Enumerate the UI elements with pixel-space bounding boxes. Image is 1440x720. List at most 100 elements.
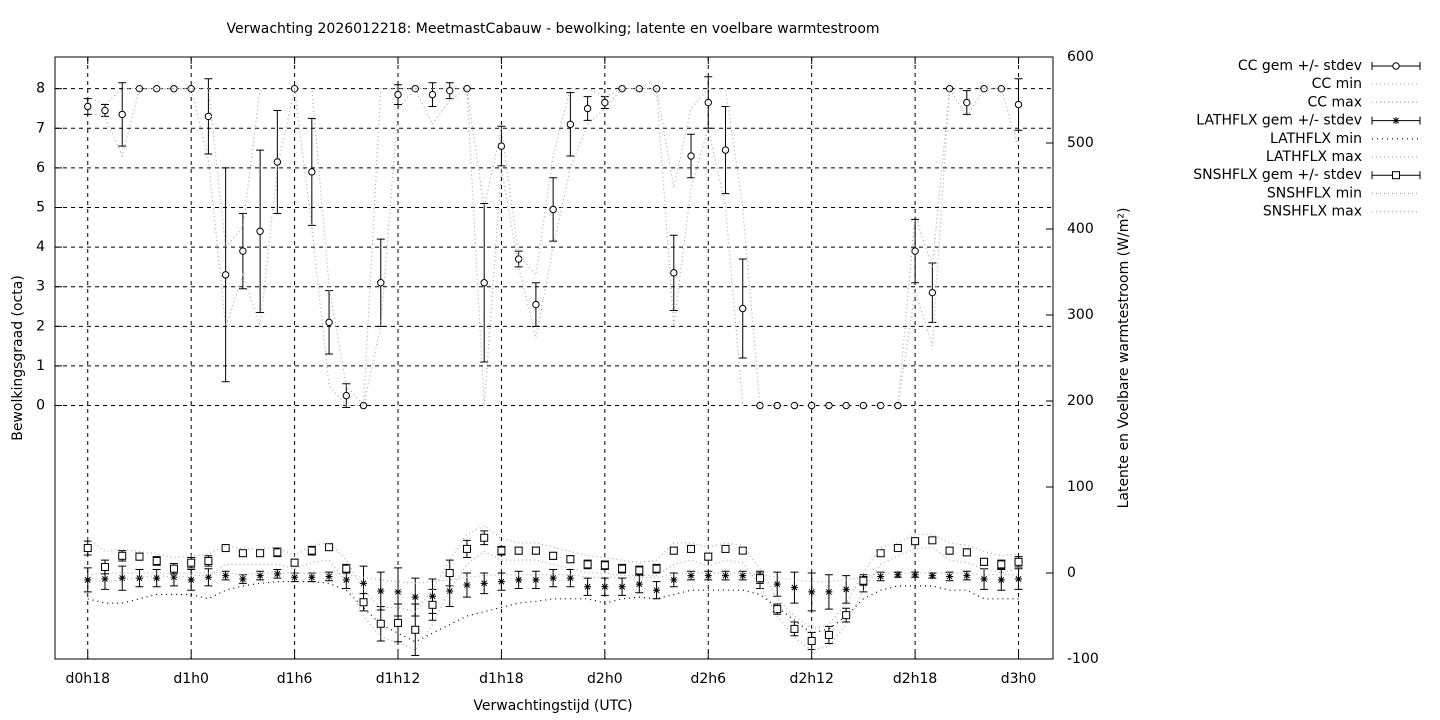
marker [739, 572, 747, 580]
legend-marker [1392, 117, 1400, 125]
y-axis-label: Bewolkingsgraad (octa) [10, 275, 26, 441]
marker [463, 84, 471, 93]
x-axis-label: Verwachtingstijd (UTC) [473, 698, 632, 714]
marker [721, 146, 730, 154]
marker [360, 579, 368, 587]
marker [773, 401, 781, 410]
marker [566, 120, 575, 129]
marker [204, 556, 213, 565]
marker [687, 572, 695, 580]
marker [83, 544, 92, 553]
marker [428, 600, 437, 609]
marker [997, 84, 1005, 93]
marker [790, 584, 798, 592]
marker [738, 546, 747, 555]
marker [135, 574, 143, 582]
x-tick-label: d0h18 [66, 671, 110, 687]
legend-marker [1392, 62, 1400, 70]
y2-tick-label: 400 [1067, 221, 1094, 237]
marker [169, 564, 178, 573]
marker [790, 624, 799, 633]
marker [84, 576, 92, 584]
y-tick-label: 4 [36, 239, 45, 255]
marker [532, 300, 540, 309]
marker [618, 583, 626, 591]
marker [359, 598, 368, 607]
marker [877, 572, 885, 580]
marker [101, 575, 109, 583]
y2-axis-label: Latente en Voelbare warmtestroom (W/m²) [1116, 208, 1132, 509]
marker [963, 572, 971, 580]
y2-tick-label: -100 [1067, 651, 1099, 667]
marker [118, 574, 126, 582]
x-tick-label: d3h0 [1001, 671, 1037, 687]
marker [222, 572, 230, 580]
marker [601, 98, 609, 107]
marker [997, 576, 1005, 584]
marker [549, 574, 557, 582]
marker [790, 401, 799, 410]
marker [1015, 575, 1023, 583]
marker [394, 90, 402, 99]
marker [463, 581, 471, 589]
marker [221, 271, 230, 279]
y-tick-label: 2 [36, 318, 45, 334]
plot-frame [54, 56, 1054, 660]
marker [842, 585, 850, 593]
marker [773, 580, 781, 588]
x-tick-label: d2h12 [789, 671, 833, 687]
marker [618, 564, 627, 573]
marker [911, 247, 919, 255]
marker [653, 586, 661, 594]
marker [928, 536, 937, 545]
marker [342, 391, 350, 400]
marker [635, 580, 643, 588]
x-tick-label: d1h18 [479, 671, 523, 687]
x-tick-label: d2h6 [690, 671, 726, 687]
marker [446, 587, 454, 595]
marker [308, 168, 316, 176]
marker [308, 573, 316, 581]
marker [118, 110, 126, 119]
marker [531, 546, 540, 555]
marker [497, 578, 505, 586]
legend-label: LATHFLX max [1266, 149, 1362, 165]
marker [962, 548, 971, 557]
marker [445, 569, 454, 577]
marker [876, 549, 885, 558]
y-tick-label: 6 [36, 160, 45, 176]
y2-tick-label: 600 [1067, 49, 1094, 65]
marker [480, 579, 488, 587]
marker [894, 571, 902, 579]
line [87, 524, 1019, 630]
marker [325, 318, 333, 327]
chart-title: Verwachting 2026012218: MeetmastCabauw -… [226, 21, 879, 37]
marker [532, 576, 540, 584]
marker [256, 572, 264, 580]
marker [273, 158, 282, 166]
marker [291, 573, 299, 581]
marker [514, 255, 523, 263]
marker [670, 576, 678, 584]
marker [273, 548, 282, 557]
y2-tick-label: 0 [1067, 565, 1076, 581]
marker [153, 574, 161, 582]
marker [84, 102, 92, 111]
x-tick-label: d2h18 [893, 671, 937, 687]
marker [549, 205, 557, 214]
marker [377, 587, 385, 595]
marker [687, 152, 695, 160]
x-tick-label: d1h6 [277, 671, 313, 687]
marker [187, 576, 195, 584]
legend-label: CC min [1312, 76, 1362, 92]
marker [669, 546, 678, 555]
marker [256, 549, 265, 558]
marker [583, 560, 592, 569]
marker [462, 544, 471, 553]
marker [755, 574, 764, 583]
y2-tick-label: 100 [1067, 479, 1094, 495]
marker [204, 573, 212, 581]
marker [825, 588, 833, 596]
marker [307, 546, 316, 555]
